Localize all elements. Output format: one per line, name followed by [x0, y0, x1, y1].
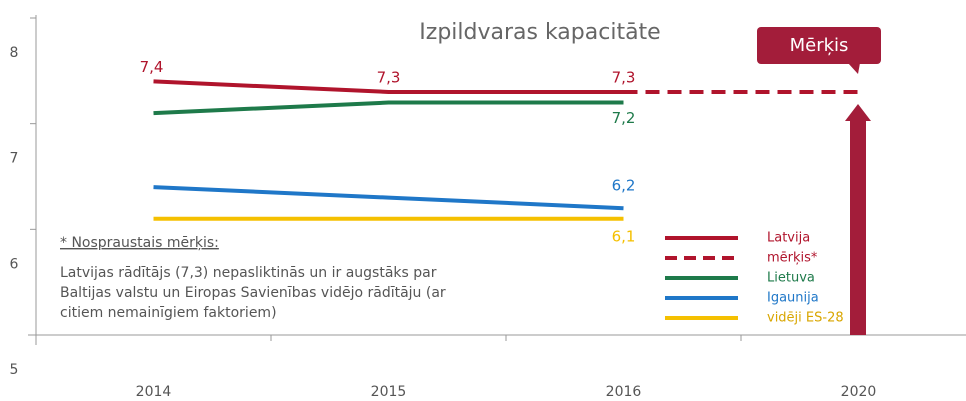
x-tick-label: 2014 — [136, 384, 172, 400]
data-label: 7,3 — [377, 68, 401, 86]
data-label: 6,1 — [612, 227, 636, 245]
y-tick-label: 7 — [10, 151, 19, 167]
x-tick-label: 2016 — [606, 384, 642, 400]
data-label: 7,2 — [612, 109, 636, 127]
series-line — [153, 185, 624, 211]
note-line: citiem nemainīgiem faktoriem) — [60, 305, 277, 321]
target-arrow — [850, 120, 866, 335]
data-label: 7,3 — [612, 68, 636, 86]
legend-label: Igaunija — [767, 291, 819, 306]
data-label: 7,4 — [140, 58, 164, 76]
x-tick-label: 2020 — [841, 384, 877, 400]
chart-title: Izpildvaras kapacitāte — [419, 20, 660, 45]
legend-label: Lietuva — [767, 271, 815, 286]
legend-label: Latvija — [767, 231, 810, 246]
note-title: * Nospraustais mērķis: — [60, 235, 219, 251]
series-line — [153, 100, 624, 116]
series-line — [153, 79, 624, 94]
callout-box — [757, 27, 881, 64]
y-tick-label: 8 — [10, 45, 19, 61]
data-label: 6,2 — [612, 177, 636, 195]
y-tick-label: 6 — [10, 256, 19, 272]
note-line: Baltijas valstu un Eiropas Savienības vi… — [60, 285, 446, 301]
y-tick-label: 5 — [10, 362, 19, 378]
legend-label: mērķis* — [767, 251, 818, 266]
x-tick-label: 2015 — [371, 384, 407, 400]
target-arrow-head — [845, 104, 871, 121]
callout-text: Mērķis — [790, 35, 849, 56]
callout-tail — [848, 63, 860, 74]
note-line: Latvijas rādītājs (7,3) nepasliktinās un… — [60, 265, 437, 281]
legend-label: vidēji ES-28 — [767, 311, 844, 326]
